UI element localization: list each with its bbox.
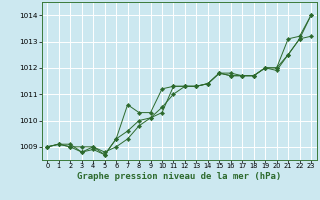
X-axis label: Graphe pression niveau de la mer (hPa): Graphe pression niveau de la mer (hPa)	[77, 172, 281, 181]
